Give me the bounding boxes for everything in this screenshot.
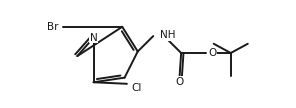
Text: NH: NH bbox=[160, 30, 176, 40]
Text: Br: Br bbox=[47, 22, 58, 32]
Text: N: N bbox=[90, 33, 97, 43]
Text: Cl: Cl bbox=[131, 83, 142, 93]
Text: O: O bbox=[208, 48, 217, 58]
Text: O: O bbox=[176, 77, 184, 87]
